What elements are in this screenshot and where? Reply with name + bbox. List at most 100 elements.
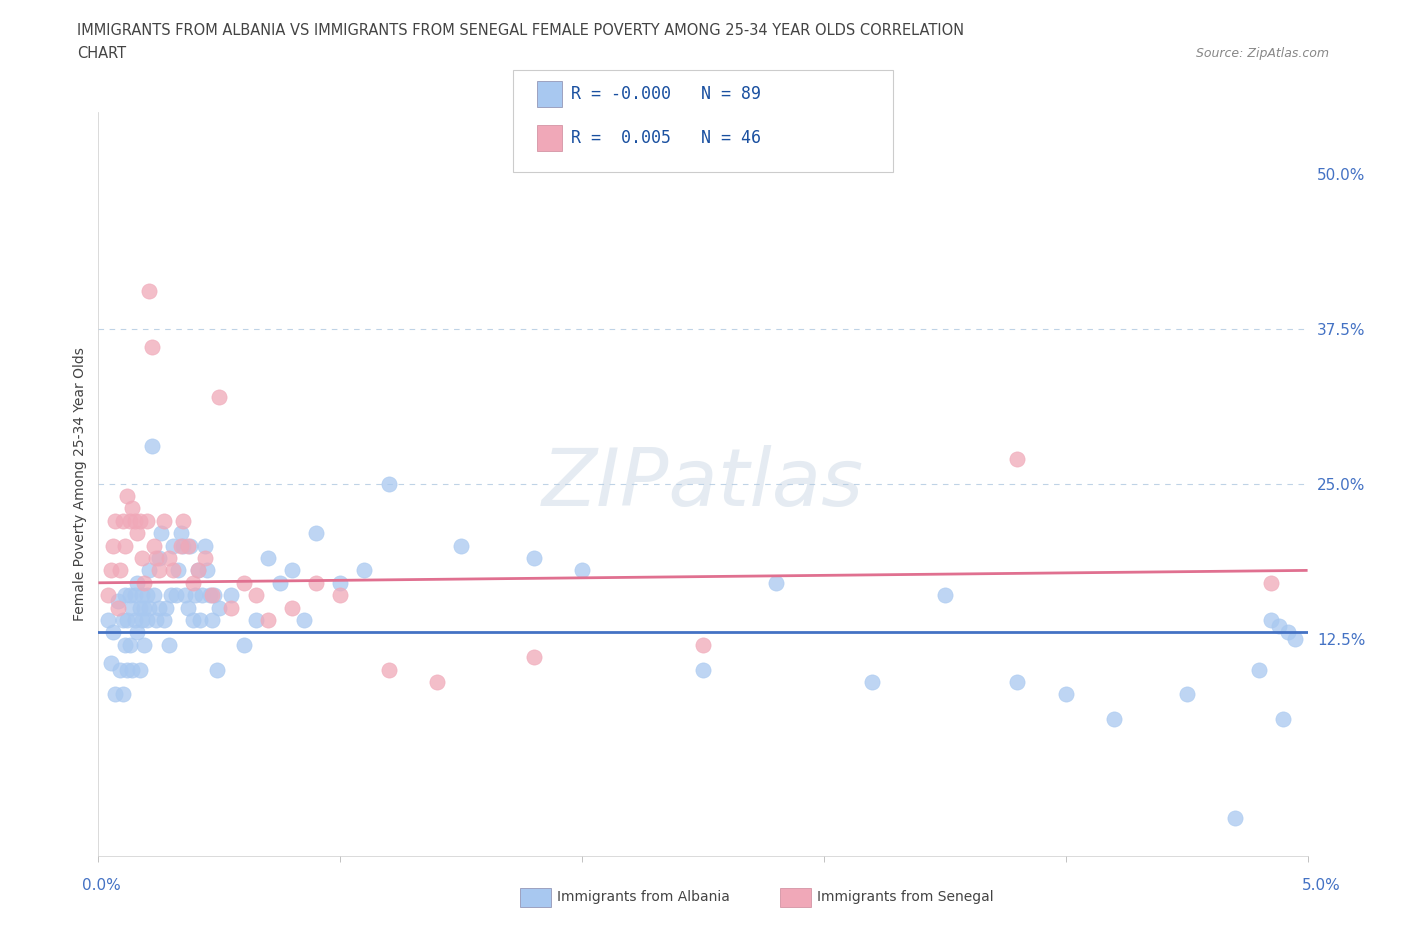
Point — [232, 576, 254, 591]
Point — [138, 284, 160, 299]
Point — [195, 563, 218, 578]
Point — [1054, 687, 1077, 702]
Point — [117, 613, 139, 628]
Point — [128, 600, 150, 615]
Point — [191, 588, 214, 603]
Point — [765, 576, 787, 591]
Point — [205, 662, 228, 677]
Point — [127, 576, 149, 591]
Point — [329, 588, 352, 603]
Point — [292, 613, 315, 628]
Text: 5.0%: 5.0% — [1302, 878, 1341, 893]
Point — [127, 525, 149, 540]
Point — [104, 687, 127, 702]
Point — [143, 538, 166, 553]
Point — [114, 588, 136, 603]
Text: Immigrants from Albania: Immigrants from Albania — [557, 890, 730, 905]
Point — [1267, 618, 1289, 633]
Text: 0.0%: 0.0% — [82, 878, 121, 893]
Point — [169, 538, 191, 553]
Point — [134, 576, 156, 591]
Point — [118, 513, 141, 528]
Point — [221, 588, 243, 603]
Point — [157, 551, 180, 565]
Point — [181, 576, 204, 591]
Point — [187, 563, 209, 578]
Point — [121, 501, 143, 516]
Point — [141, 339, 163, 354]
Point — [329, 576, 352, 591]
Point — [97, 613, 120, 628]
Point — [117, 488, 139, 503]
Point — [426, 674, 449, 689]
Point — [692, 662, 714, 677]
Point — [160, 588, 183, 603]
Point — [181, 613, 204, 628]
Point — [1260, 576, 1282, 591]
Point — [188, 613, 211, 628]
Point — [138, 600, 160, 615]
Point — [1223, 811, 1246, 826]
Point — [245, 613, 267, 628]
Point — [1272, 711, 1295, 726]
Point — [177, 600, 200, 615]
Point — [131, 588, 153, 603]
Point — [135, 588, 157, 603]
Point — [108, 563, 131, 578]
Point — [101, 538, 124, 553]
Point — [221, 600, 243, 615]
Point — [1007, 451, 1029, 466]
Text: Immigrants from Senegal: Immigrants from Senegal — [817, 890, 994, 905]
Point — [127, 625, 149, 640]
Point — [269, 576, 291, 591]
Point — [860, 674, 883, 689]
Point — [145, 613, 167, 628]
Point — [523, 551, 546, 565]
Point — [177, 538, 200, 553]
Point — [194, 551, 217, 565]
Point — [118, 588, 141, 603]
Point — [131, 613, 153, 628]
Point — [138, 563, 160, 578]
Point — [143, 588, 166, 603]
Y-axis label: Female Poverty Among 25-34 Year Olds: Female Poverty Among 25-34 Year Olds — [73, 347, 87, 620]
Point — [353, 563, 375, 578]
Point — [108, 662, 131, 677]
Point — [162, 563, 184, 578]
Point — [107, 600, 129, 615]
Point — [256, 551, 278, 565]
Point — [208, 600, 231, 615]
Point — [128, 513, 150, 528]
Point — [208, 390, 231, 405]
Point — [184, 588, 207, 603]
Point — [107, 594, 129, 609]
Point — [169, 525, 191, 540]
Point — [571, 563, 593, 578]
Point — [111, 613, 134, 628]
Text: CHART: CHART — [77, 46, 127, 61]
Point — [148, 551, 170, 565]
Point — [111, 687, 134, 702]
Point — [245, 588, 267, 603]
Text: R = -0.000   N = 89: R = -0.000 N = 89 — [571, 85, 761, 103]
Point — [157, 637, 180, 652]
Point — [167, 563, 190, 578]
Point — [148, 563, 170, 578]
Point — [121, 662, 143, 677]
Point — [1175, 687, 1198, 702]
Point — [114, 637, 136, 652]
Point — [134, 600, 156, 615]
Point — [172, 538, 194, 553]
Point — [141, 439, 163, 454]
Point — [172, 513, 194, 528]
Point — [124, 613, 146, 628]
Point — [118, 637, 141, 652]
Point — [198, 588, 221, 603]
Point — [134, 637, 156, 652]
Point — [281, 563, 304, 578]
Point — [97, 588, 120, 603]
Point — [232, 637, 254, 652]
Text: Source: ZipAtlas.com: Source: ZipAtlas.com — [1195, 46, 1329, 60]
Point — [104, 513, 127, 528]
Point — [174, 588, 197, 603]
